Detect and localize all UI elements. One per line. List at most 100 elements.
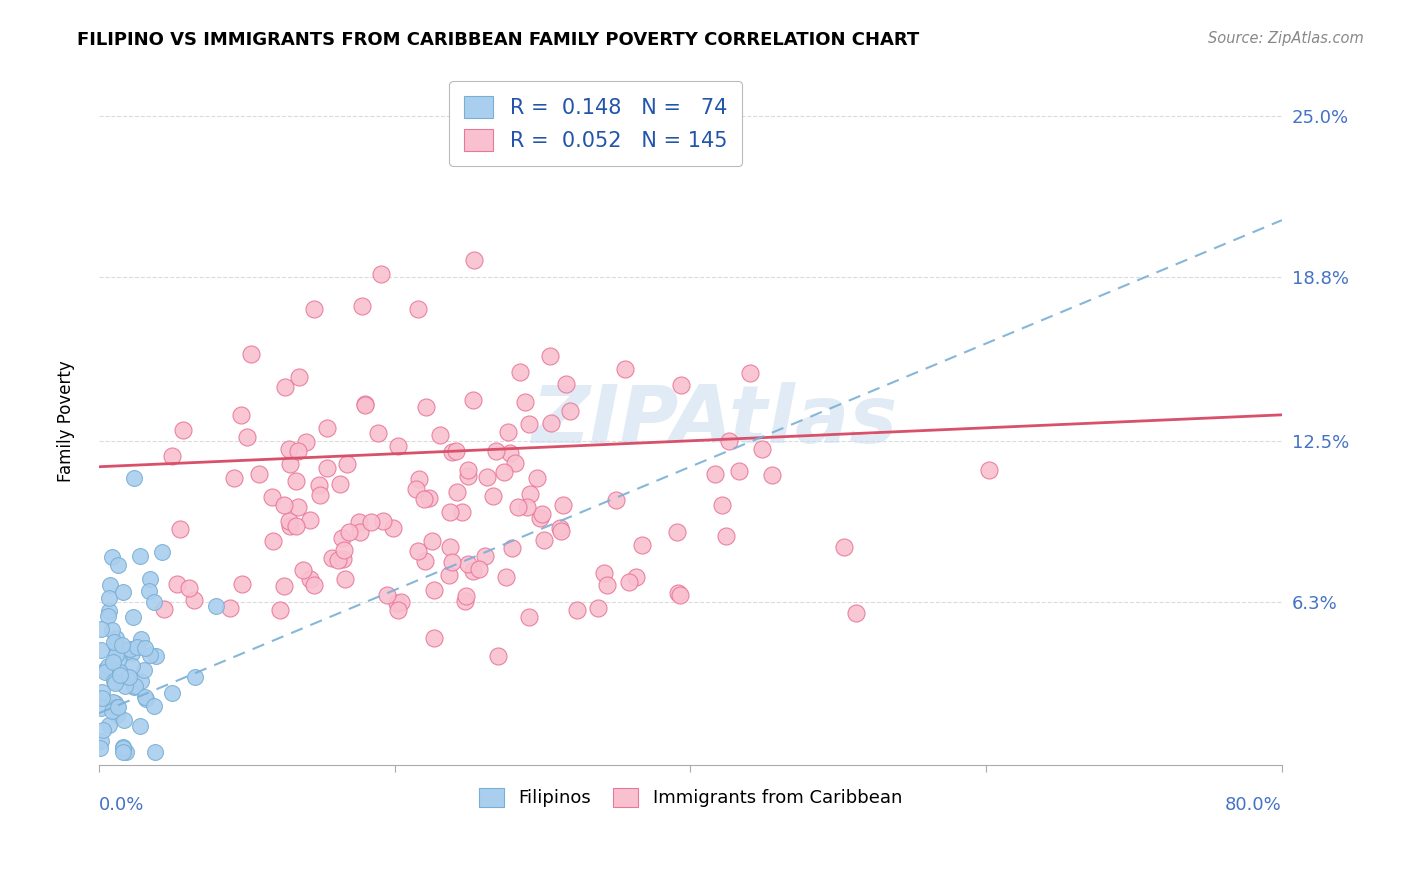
Point — [326, 553, 349, 567]
Y-axis label: Family Poverty: Family Poverty — [58, 360, 75, 483]
Point — [91, 685, 114, 699]
Point — [129, 632, 152, 646]
Point — [423, 582, 446, 597]
Point — [548, 521, 571, 535]
Point — [337, 524, 360, 539]
Point — [353, 397, 375, 411]
Point — [291, 563, 314, 577]
Point — [94, 665, 117, 679]
Point — [145, 648, 167, 663]
Point — [111, 740, 134, 755]
Point — [112, 745, 135, 759]
Point — [717, 434, 740, 448]
Point — [277, 442, 299, 456]
Point — [586, 601, 609, 615]
Point — [508, 500, 530, 515]
Point — [105, 639, 128, 653]
Point — [273, 498, 295, 512]
Point — [101, 695, 124, 709]
Point — [669, 378, 692, 392]
Point — [122, 680, 145, 694]
Point — [160, 449, 183, 463]
Point — [101, 656, 124, 670]
Point — [112, 643, 135, 657]
Point — [108, 668, 131, 682]
Point — [231, 577, 253, 591]
Point — [103, 674, 125, 689]
Point — [979, 463, 1001, 477]
Point — [415, 554, 437, 568]
Point — [104, 648, 127, 663]
Point — [308, 478, 330, 492]
Point — [129, 719, 152, 733]
Point — [128, 549, 150, 563]
Point — [101, 550, 124, 565]
Point — [405, 482, 427, 496]
Point — [666, 586, 689, 600]
Point — [509, 365, 531, 379]
Point — [285, 475, 308, 489]
Point — [738, 366, 761, 380]
Point — [97, 659, 120, 673]
Point — [496, 425, 519, 439]
Point — [118, 670, 141, 684]
Point — [224, 471, 246, 485]
Point — [385, 596, 408, 610]
Point — [108, 665, 131, 679]
Point — [239, 347, 262, 361]
Point — [350, 299, 373, 313]
Point — [408, 472, 430, 486]
Point — [273, 579, 295, 593]
Point — [287, 500, 309, 515]
Point — [101, 704, 124, 718]
Point — [269, 602, 291, 616]
Point — [284, 519, 307, 533]
Point — [139, 572, 162, 586]
Point — [278, 514, 301, 528]
Point — [120, 642, 142, 657]
Point — [349, 515, 371, 529]
Point — [129, 673, 152, 688]
Point — [97, 608, 120, 623]
Point — [619, 575, 641, 590]
Point — [457, 469, 479, 483]
Point — [309, 488, 332, 502]
Point — [105, 637, 128, 651]
Point — [354, 398, 377, 412]
Point — [143, 595, 166, 609]
Point — [229, 408, 252, 422]
Point — [103, 676, 125, 690]
Point — [538, 349, 561, 363]
Text: ZIPAtlas: ZIPAtlas — [531, 383, 897, 460]
Point — [845, 606, 868, 620]
Point — [457, 558, 479, 572]
Point — [665, 524, 688, 539]
Point — [298, 572, 321, 586]
Point — [360, 515, 382, 529]
Point — [121, 659, 143, 673]
Point — [236, 430, 259, 444]
Point — [439, 541, 461, 555]
Point — [90, 691, 112, 706]
Point — [121, 646, 143, 660]
Point — [751, 442, 773, 457]
Point — [704, 467, 727, 481]
Point — [329, 477, 352, 491]
Point — [90, 643, 112, 657]
Point — [302, 301, 325, 316]
Point — [457, 463, 479, 477]
Point — [529, 510, 551, 524]
Point — [315, 461, 337, 475]
Point — [614, 362, 637, 376]
Point — [111, 638, 134, 652]
Point — [94, 663, 117, 677]
Point — [105, 707, 128, 722]
Point — [631, 538, 654, 552]
Point — [332, 552, 354, 566]
Point — [160, 686, 183, 700]
Point — [550, 524, 572, 538]
Point — [260, 490, 283, 504]
Point — [139, 648, 162, 662]
Point — [125, 640, 148, 654]
Point — [105, 632, 128, 646]
